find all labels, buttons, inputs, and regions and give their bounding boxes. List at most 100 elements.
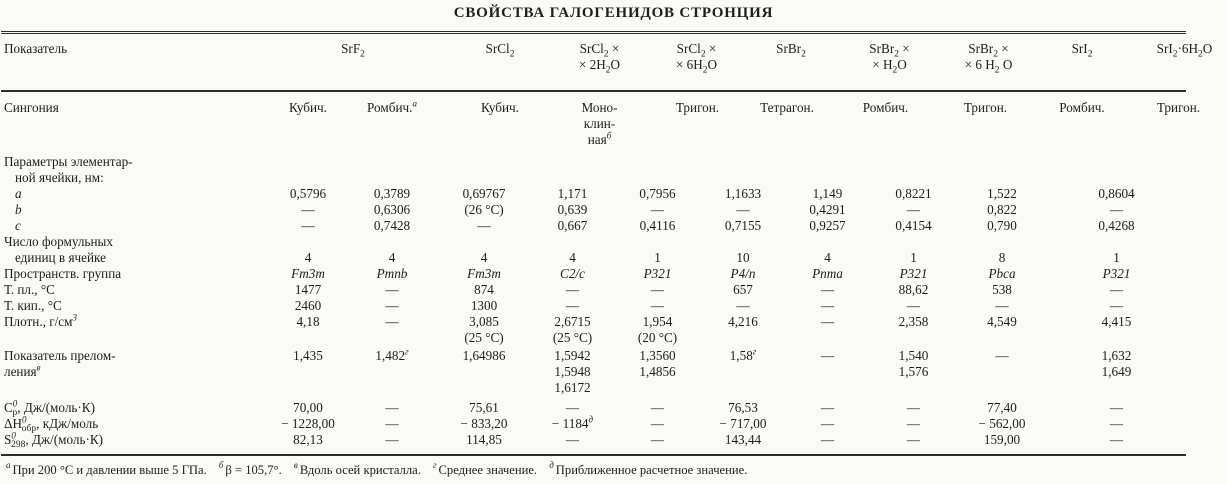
table-cell: 1 xyxy=(910,249,917,265)
row-label: Параметры элементар-ной ячейки, нм: xyxy=(4,153,133,185)
table-cell: — xyxy=(385,281,399,297)
table-cell: − 717,00 xyxy=(719,415,767,431)
table-cell: 76,53 xyxy=(728,399,758,415)
table-cell: 0,822 xyxy=(987,201,1017,217)
table-cell: 1 xyxy=(654,249,661,265)
column-header: SrBr2 xyxy=(701,32,806,92)
footnote-mark: д xyxy=(549,460,554,471)
table-cell: Pmnb xyxy=(376,265,408,281)
table-cell: 0,790 xyxy=(987,217,1017,233)
table-cell: Ромбич. xyxy=(1059,99,1105,115)
column-header: SrBr2 × × H2O xyxy=(785,32,910,92)
table-cell: — xyxy=(820,415,835,431)
table-cell: 1,58г xyxy=(729,346,757,363)
table-cell: — xyxy=(565,399,580,415)
table-cell: 77,40 xyxy=(987,399,1017,415)
table-cell: Моно-клин-наяб xyxy=(581,99,618,147)
table-cell: 75,61 xyxy=(469,399,499,415)
table-cell: 2460 xyxy=(294,297,322,313)
table-cell: 1,540 1,576 xyxy=(898,347,929,379)
table-cell: 1477 xyxy=(294,281,322,297)
table-cell: 657 xyxy=(733,281,753,297)
table-cell: 2,6715 (25 °С) xyxy=(552,313,593,345)
table-cell: 1,482г xyxy=(375,346,409,363)
table-cell: 0,69767 xyxy=(462,185,506,201)
row-label: Т. кип., °С xyxy=(4,297,62,313)
table-cell: — xyxy=(995,297,1009,313)
table-cell: — xyxy=(1109,415,1124,431)
table-cell: — xyxy=(385,415,399,431)
footnote-text: Приближенное расчетное значение. xyxy=(555,462,748,477)
row-label: Плотн., г/см3 xyxy=(4,312,78,329)
table-cell: Fm3m xyxy=(467,265,501,281)
table-cell: P4/n xyxy=(730,265,756,281)
table-cell: 0,4291 xyxy=(809,201,846,217)
table-cell: 0,8221 xyxy=(895,185,932,201)
table-cell: 0,9257 xyxy=(809,217,846,233)
table-cell: − 562,00 xyxy=(978,415,1026,431)
table-cell: 4 xyxy=(304,249,312,265)
table-cell: — xyxy=(1109,201,1124,217)
table-cell: — xyxy=(565,281,580,297)
table-row: Т. кип., °С 2460 — 1300 — — — — — — — xyxy=(1,298,1186,314)
table-cell: — xyxy=(301,217,315,233)
footnote-mark: в xyxy=(293,460,298,471)
table-cell: 1,632 1,649 xyxy=(1101,347,1132,379)
table-cell: P321 xyxy=(643,265,672,281)
table-cell: 4 xyxy=(480,249,488,265)
table-cell: 0,7155 xyxy=(724,217,762,233)
table-cell: — xyxy=(650,201,665,217)
table-cell: — xyxy=(1109,399,1124,415)
table-cell: 874 xyxy=(474,281,494,297)
table-cell: 82,13 xyxy=(293,431,323,447)
table-cell: 0,4154 xyxy=(895,217,932,233)
table-cell: Тригон. xyxy=(963,99,1008,115)
table-cell: — xyxy=(650,281,665,297)
table-cell: 1,149 xyxy=(812,185,843,201)
table-cell: — xyxy=(906,201,921,217)
table-cell: 0,3789 xyxy=(373,185,411,201)
table-row: a 0,5796 0,3789 0,69767 1,171 0,7956 1,1633 1,1… xyxy=(1,186,1186,202)
footnote: г Среднее значение. xyxy=(433,461,538,477)
table-row: S0298, Дж/(моль·К) 82,13 — 114,85 — — 143,44 — —… xyxy=(1,430,1186,455)
table-row: Плотн., г/см3 4,18 — 3,085 (25 °С) 2,6715 (25 … xyxy=(1,312,1186,346)
footnote: в Вдоль осей кристалла. xyxy=(293,460,421,477)
column-header: SrF2 xyxy=(269,32,437,92)
table-body: Сингония Кубич. Ромбич.а Кубич. Моно-клин-на… xyxy=(1,91,1201,455)
row-label: b xyxy=(15,201,22,217)
table-cell: — xyxy=(820,297,835,313)
table-cell: — xyxy=(385,399,399,415)
table-cell: Тригон. xyxy=(1156,99,1201,115)
table-cell: — xyxy=(906,431,921,447)
table-cell: 0,5796 xyxy=(289,185,327,201)
table-cell: — xyxy=(906,399,921,415)
table-cell: — xyxy=(385,297,399,313)
table-cell: 4 xyxy=(388,249,396,265)
table-cell: 1,3560 1,4856 xyxy=(639,347,676,379)
row-label: S0298, Дж/(моль·К) xyxy=(4,430,104,451)
row-label: C0р, Дж/(моль·К) xyxy=(4,398,95,419)
table-cell: 4,18 xyxy=(296,313,320,329)
table-cell: — xyxy=(1109,297,1124,313)
table-cell: 0,6306 xyxy=(373,201,411,217)
column-header: SrCl2 × × 2H2O xyxy=(531,32,620,92)
row-label: ΔH0обр, кДж/моль xyxy=(4,414,99,435)
column-header: SrBr2 × × 6 H2 O xyxy=(870,32,1012,92)
footnote-text: Среднее значение. xyxy=(438,462,538,477)
properties-table: Показатель SrF2 SrCl2 SrCl2 × × 2H2O SrCl2 × ×… xyxy=(1,31,1212,456)
column-header-indicator: Показатель xyxy=(1,32,269,92)
table-row: Параметры элементар-ной ячейки, нм: xyxy=(1,148,1186,186)
table-cell: Кубич. xyxy=(481,99,519,115)
row-label: a xyxy=(15,185,22,201)
table-cell: 1,522 xyxy=(987,185,1017,201)
table-row: C0р, Дж/(моль·К) 70,00 — 75,61 — — 76,53 — — 77,4… xyxy=(1,396,1186,419)
table-cell: P321 xyxy=(899,265,928,281)
table-cell: 1,64986 xyxy=(462,347,506,363)
table-cell: — xyxy=(385,431,399,447)
table-cell: Pbca xyxy=(988,265,1016,281)
table-cell: 70,00 xyxy=(293,399,323,415)
table-cell: 1,435 xyxy=(293,347,323,363)
footnote: а При 200 °С и давлении выше 5 ГПа. xyxy=(6,461,207,477)
